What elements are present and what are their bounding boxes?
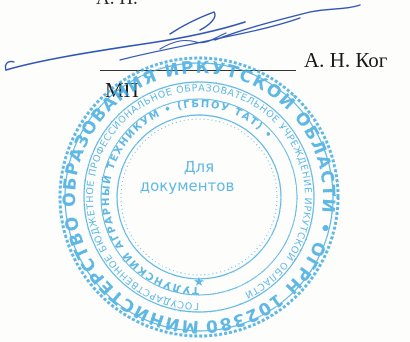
- document-page: А. Н. А. Н. Ког МП МИНИСТЕРСТВО ОБРАЗОВА…: [0, 0, 410, 342]
- handwritten-signature: [0, 0, 410, 342]
